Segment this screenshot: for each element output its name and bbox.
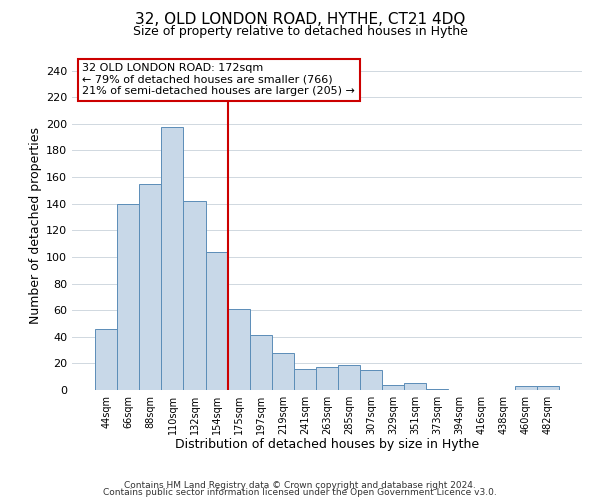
- Bar: [139, 184, 161, 390]
- Bar: [382, 384, 404, 390]
- Bar: [515, 386, 537, 390]
- Text: Contains public sector information licensed under the Open Government Licence v3: Contains public sector information licen…: [103, 488, 497, 497]
- Bar: [95, 329, 117, 390]
- Bar: [250, 336, 272, 390]
- Bar: [404, 384, 427, 390]
- Bar: [117, 204, 139, 390]
- Bar: [427, 388, 448, 390]
- Bar: [272, 352, 294, 390]
- Bar: [537, 386, 559, 390]
- Bar: [316, 368, 338, 390]
- Text: Contains HM Land Registry data © Crown copyright and database right 2024.: Contains HM Land Registry data © Crown c…: [124, 480, 476, 490]
- Text: 32, OLD LONDON ROAD, HYTHE, CT21 4DQ: 32, OLD LONDON ROAD, HYTHE, CT21 4DQ: [135, 12, 465, 28]
- Bar: [294, 368, 316, 390]
- Bar: [184, 201, 206, 390]
- Bar: [360, 370, 382, 390]
- Bar: [161, 126, 184, 390]
- X-axis label: Distribution of detached houses by size in Hythe: Distribution of detached houses by size …: [175, 438, 479, 452]
- Text: 32 OLD LONDON ROAD: 172sqm
← 79% of detached houses are smaller (766)
21% of sem: 32 OLD LONDON ROAD: 172sqm ← 79% of deta…: [82, 64, 355, 96]
- Bar: [227, 309, 250, 390]
- Text: Size of property relative to detached houses in Hythe: Size of property relative to detached ho…: [133, 25, 467, 38]
- Y-axis label: Number of detached properties: Number of detached properties: [29, 126, 42, 324]
- Bar: [206, 252, 227, 390]
- Bar: [338, 364, 360, 390]
